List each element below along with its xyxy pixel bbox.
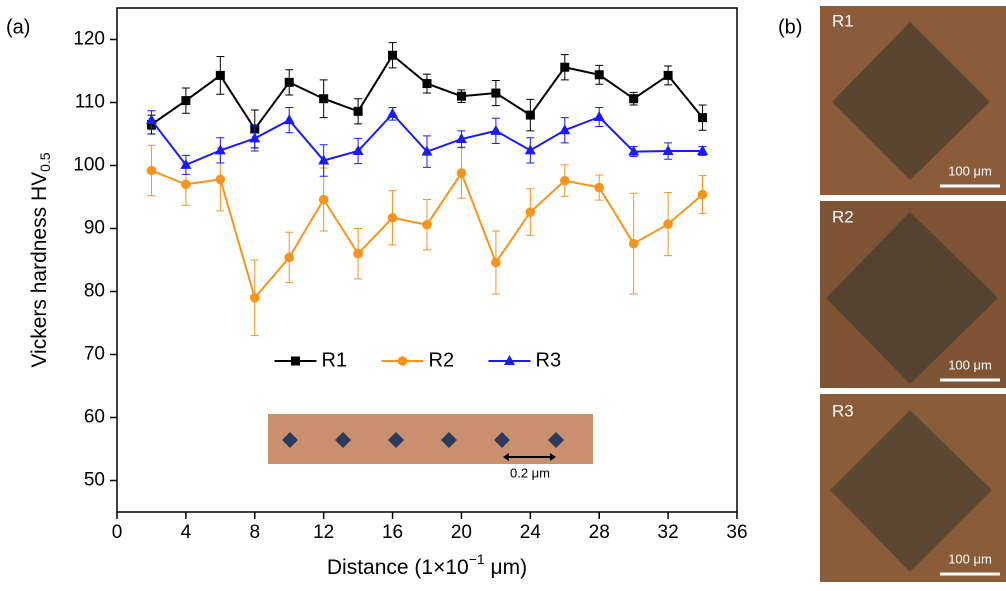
- marker: [284, 77, 294, 87]
- x-tick-label: 24: [520, 522, 542, 543]
- marker: [422, 79, 432, 89]
- marker: [387, 212, 398, 223]
- marker: [214, 144, 226, 155]
- marker: [491, 257, 501, 268]
- marker: [284, 252, 295, 263]
- marker: [662, 145, 674, 156]
- y-tick-label: 100: [73, 155, 105, 176]
- marker: [353, 106, 363, 116]
- marker: [318, 194, 329, 205]
- marker: [215, 174, 226, 185]
- micrograph-scale: 100 μm: [948, 163, 992, 178]
- marker: [145, 114, 157, 125]
- x-tick-label: 16: [382, 522, 403, 543]
- marker: [181, 96, 191, 106]
- y-tick-label: 120: [73, 29, 105, 50]
- y-tick-label: 60: [84, 407, 105, 428]
- micrograph: [820, 6, 1006, 582]
- marker: [421, 145, 433, 156]
- micrograph-label: R1: [832, 11, 854, 30]
- marker: [353, 248, 363, 259]
- y-tick-label: 90: [84, 218, 105, 239]
- marker: [628, 238, 639, 249]
- marker: [181, 179, 191, 190]
- legend-marker: [291, 356, 300, 366]
- plot-frame: [116, 7, 738, 513]
- marker: [215, 70, 225, 80]
- marker: [422, 219, 432, 230]
- x-tick-label: 12: [313, 522, 334, 543]
- marker: [352, 145, 364, 156]
- panel-label: (b): [778, 16, 802, 38]
- micrograph-label: R2: [832, 207, 854, 226]
- legend-marker: [504, 355, 515, 365]
- legend-label: R1: [322, 349, 348, 371]
- marker: [594, 70, 604, 80]
- marker: [388, 50, 398, 60]
- marker: [249, 293, 260, 303]
- marker: [697, 189, 708, 200]
- marker: [387, 107, 399, 118]
- x-tick-label: 20: [451, 522, 472, 543]
- marker: [663, 70, 673, 80]
- x-tick-label: 28: [589, 522, 610, 543]
- marker: [628, 145, 640, 156]
- legend-label: R3: [536, 349, 562, 371]
- marker: [249, 132, 261, 143]
- x-axis-label: Distance (1×10−1 μm): [327, 551, 527, 579]
- marker: [525, 207, 536, 217]
- x-tick-label: 36: [726, 522, 747, 543]
- marker: [283, 114, 295, 125]
- panel-label: (a): [6, 16, 30, 38]
- x-tick-label: 8: [249, 522, 260, 543]
- marker: [180, 158, 192, 169]
- legend-marker: [397, 356, 408, 366]
- y-tick-label: 110: [75, 92, 105, 113]
- y-axis-label: Vickers hardness HV0.5: [28, 152, 53, 367]
- marker: [663, 219, 673, 229]
- inset-image: [268, 414, 593, 464]
- marker: [146, 165, 157, 176]
- marker: [525, 110, 535, 120]
- marker: [524, 144, 536, 155]
- legend-label: R2: [429, 349, 455, 371]
- marker: [559, 124, 571, 135]
- marker: [491, 88, 501, 98]
- marker: [697, 145, 709, 156]
- marker: [319, 94, 329, 104]
- micrograph-scale: 100 μm: [948, 357, 992, 372]
- marker: [698, 113, 708, 123]
- x-tick-label: 4: [181, 522, 192, 543]
- marker: [559, 175, 570, 186]
- marker: [560, 62, 570, 72]
- x-tick-label: 0: [112, 522, 123, 543]
- marker: [490, 124, 502, 135]
- marker: [629, 94, 639, 104]
- y-tick-label: 80: [84, 281, 105, 302]
- marker: [593, 110, 605, 121]
- marker: [456, 168, 467, 178]
- x-tick-label: 32: [658, 522, 679, 543]
- marker: [455, 133, 467, 144]
- micrograph-scale: 100 μm: [948, 551, 992, 566]
- marker: [318, 154, 330, 165]
- inset-scale-label: 0.2 μm: [510, 465, 550, 480]
- marker: [456, 91, 466, 101]
- y-tick-label: 70: [84, 344, 105, 365]
- micrograph-label: R3: [832, 401, 854, 420]
- marker: [594, 182, 605, 193]
- y-tick-label: 50: [84, 470, 105, 491]
